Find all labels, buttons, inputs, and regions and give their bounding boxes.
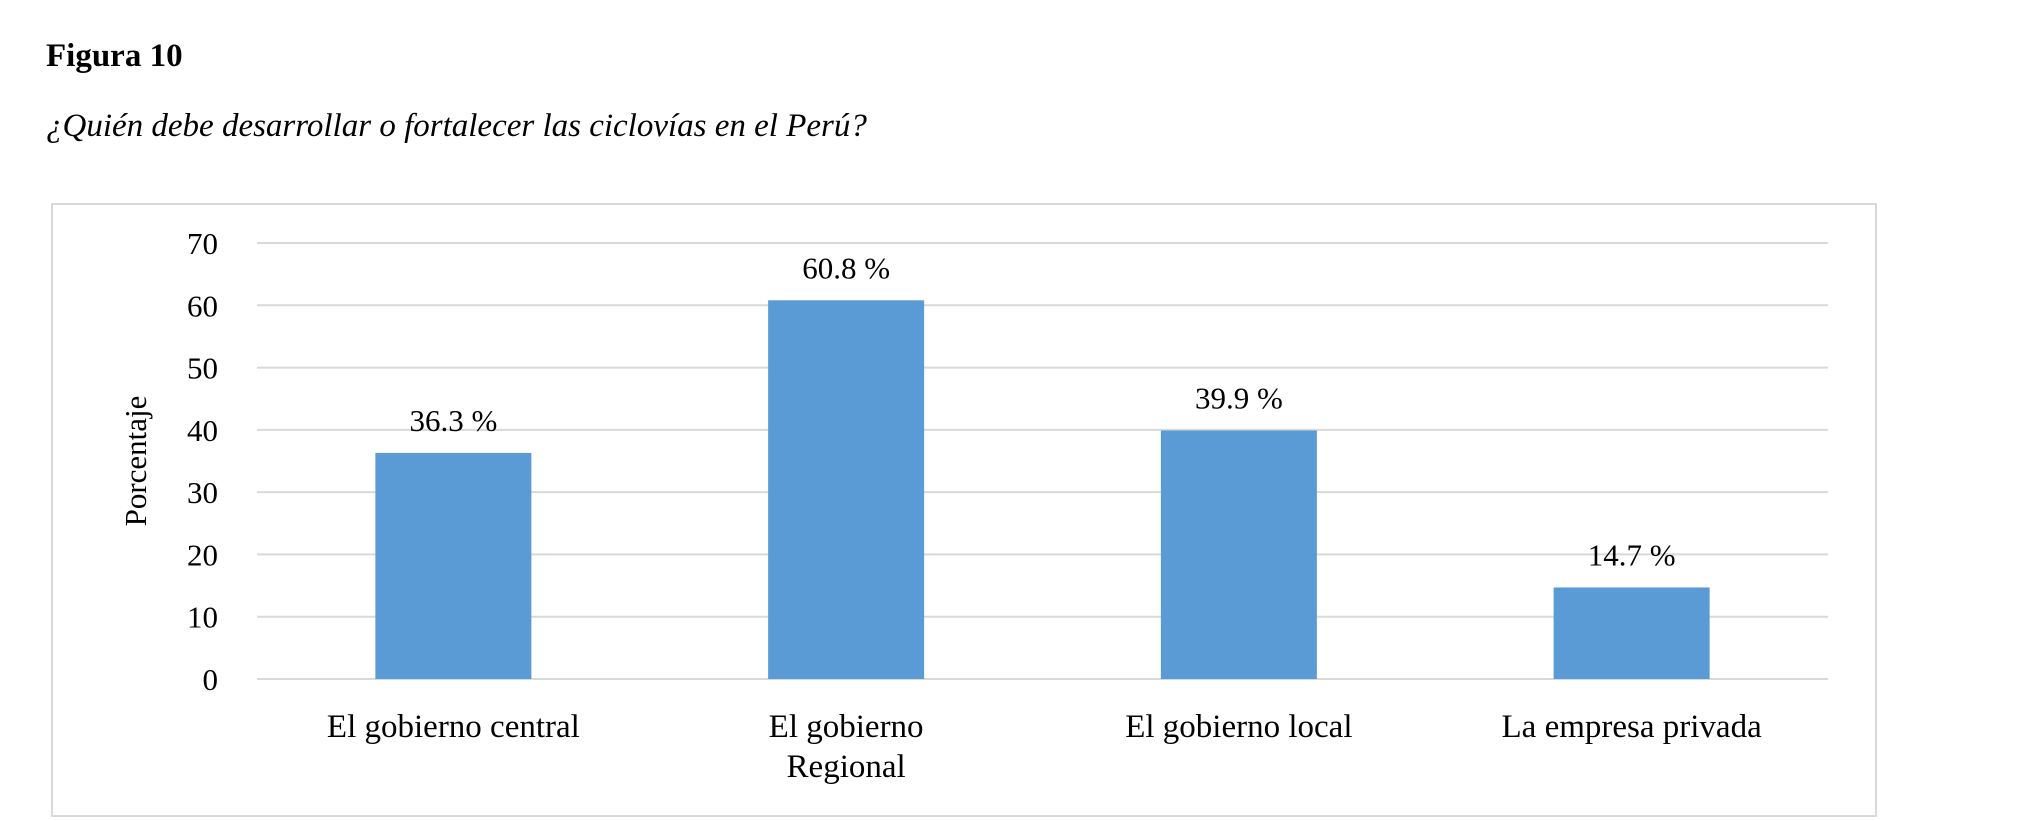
x-tick-label: Regional <box>787 749 906 785</box>
figure-title: ¿Quién debe desarrollar o fortalecer las… <box>46 108 867 144</box>
bar <box>375 452 532 679</box>
bar <box>1553 587 1710 679</box>
y-tick-label: 60 <box>187 288 218 323</box>
y-tick-label: 70 <box>187 226 218 261</box>
figure-label: Figura 10 <box>46 38 183 74</box>
y-axis-label: Porcentaje <box>118 396 153 527</box>
x-tick-label: El gobierno <box>769 709 924 745</box>
data-label: 39.9 % <box>1195 380 1283 415</box>
y-tick-label: 10 <box>187 600 218 635</box>
bar <box>768 300 925 679</box>
data-label: 60.8 % <box>802 250 890 285</box>
x-tick-label: La empresa privada <box>1502 709 1763 745</box>
y-tick-label: 20 <box>187 537 218 572</box>
y-tick-label: 30 <box>187 475 218 510</box>
y-tick-label: 50 <box>187 351 218 386</box>
x-tick-label: El gobierno local <box>1125 709 1352 745</box>
y-tick-label: 40 <box>187 413 218 448</box>
x-tick-label: El gobierno central <box>327 709 580 745</box>
data-label: 14.7 % <box>1588 537 1676 572</box>
y-tick-label: 0 <box>203 662 219 697</box>
bar <box>1160 430 1317 679</box>
data-label: 36.3 % <box>409 403 497 438</box>
